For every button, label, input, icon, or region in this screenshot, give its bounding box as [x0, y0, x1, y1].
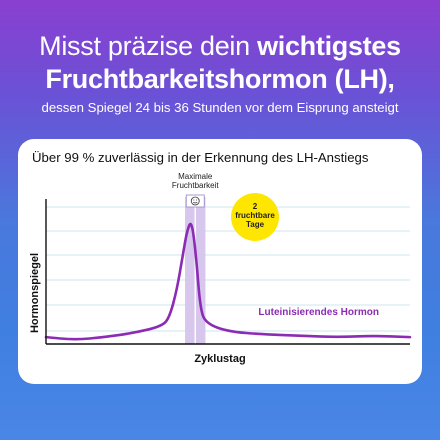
lh-series-line	[44, 222, 412, 341]
smiley-icon-eye-right	[196, 199, 198, 201]
fertile-days-badge-line-3: Tage	[246, 220, 265, 229]
fertile-days-badge-line-1: 2	[253, 202, 258, 211]
smiley-icon-face	[190, 196, 200, 206]
fertile-days-badge-line-2: fruchtbare	[235, 211, 275, 220]
fertility-label-line-2: Fruchtbarkeit	[172, 181, 219, 190]
headline: Misst präzise dein wichtigstes Fruchtbar…	[0, 30, 440, 117]
headline-subtitle: dessen Spiegel 24 bis 36 Stunden vor dem…	[41, 100, 399, 115]
headline-line-1: Misst präzise dein wichtigstes	[0, 30, 440, 62]
headline-bold-text: wichtigstes	[257, 31, 401, 61]
y-axis-label: Hormonspiegel	[29, 253, 41, 333]
lh-series-label: Luteinisierendes Hormon	[258, 307, 379, 318]
smiley-icon-eye-left	[193, 199, 195, 201]
x-axis-label: Zyklustag	[194, 353, 245, 365]
smiley-icon	[185, 194, 205, 208]
fertility-label-line-1: Maximale	[178, 172, 213, 181]
headline-regular-text: Misst präzise dein	[39, 31, 258, 61]
chart-title: Über 99 % zuverlässig in der Erkennung d…	[32, 150, 369, 165]
smiley-icon-frame	[185, 194, 205, 208]
smiley-icon-mouth	[192, 201, 198, 204]
fertile-days-badge	[231, 193, 279, 241]
chart-card: Über 99 % zuverlässig in der Erkennung d…	[18, 139, 422, 384]
headline-line-2: Fruchtbarkeitshormon (LH),	[45, 64, 395, 94]
